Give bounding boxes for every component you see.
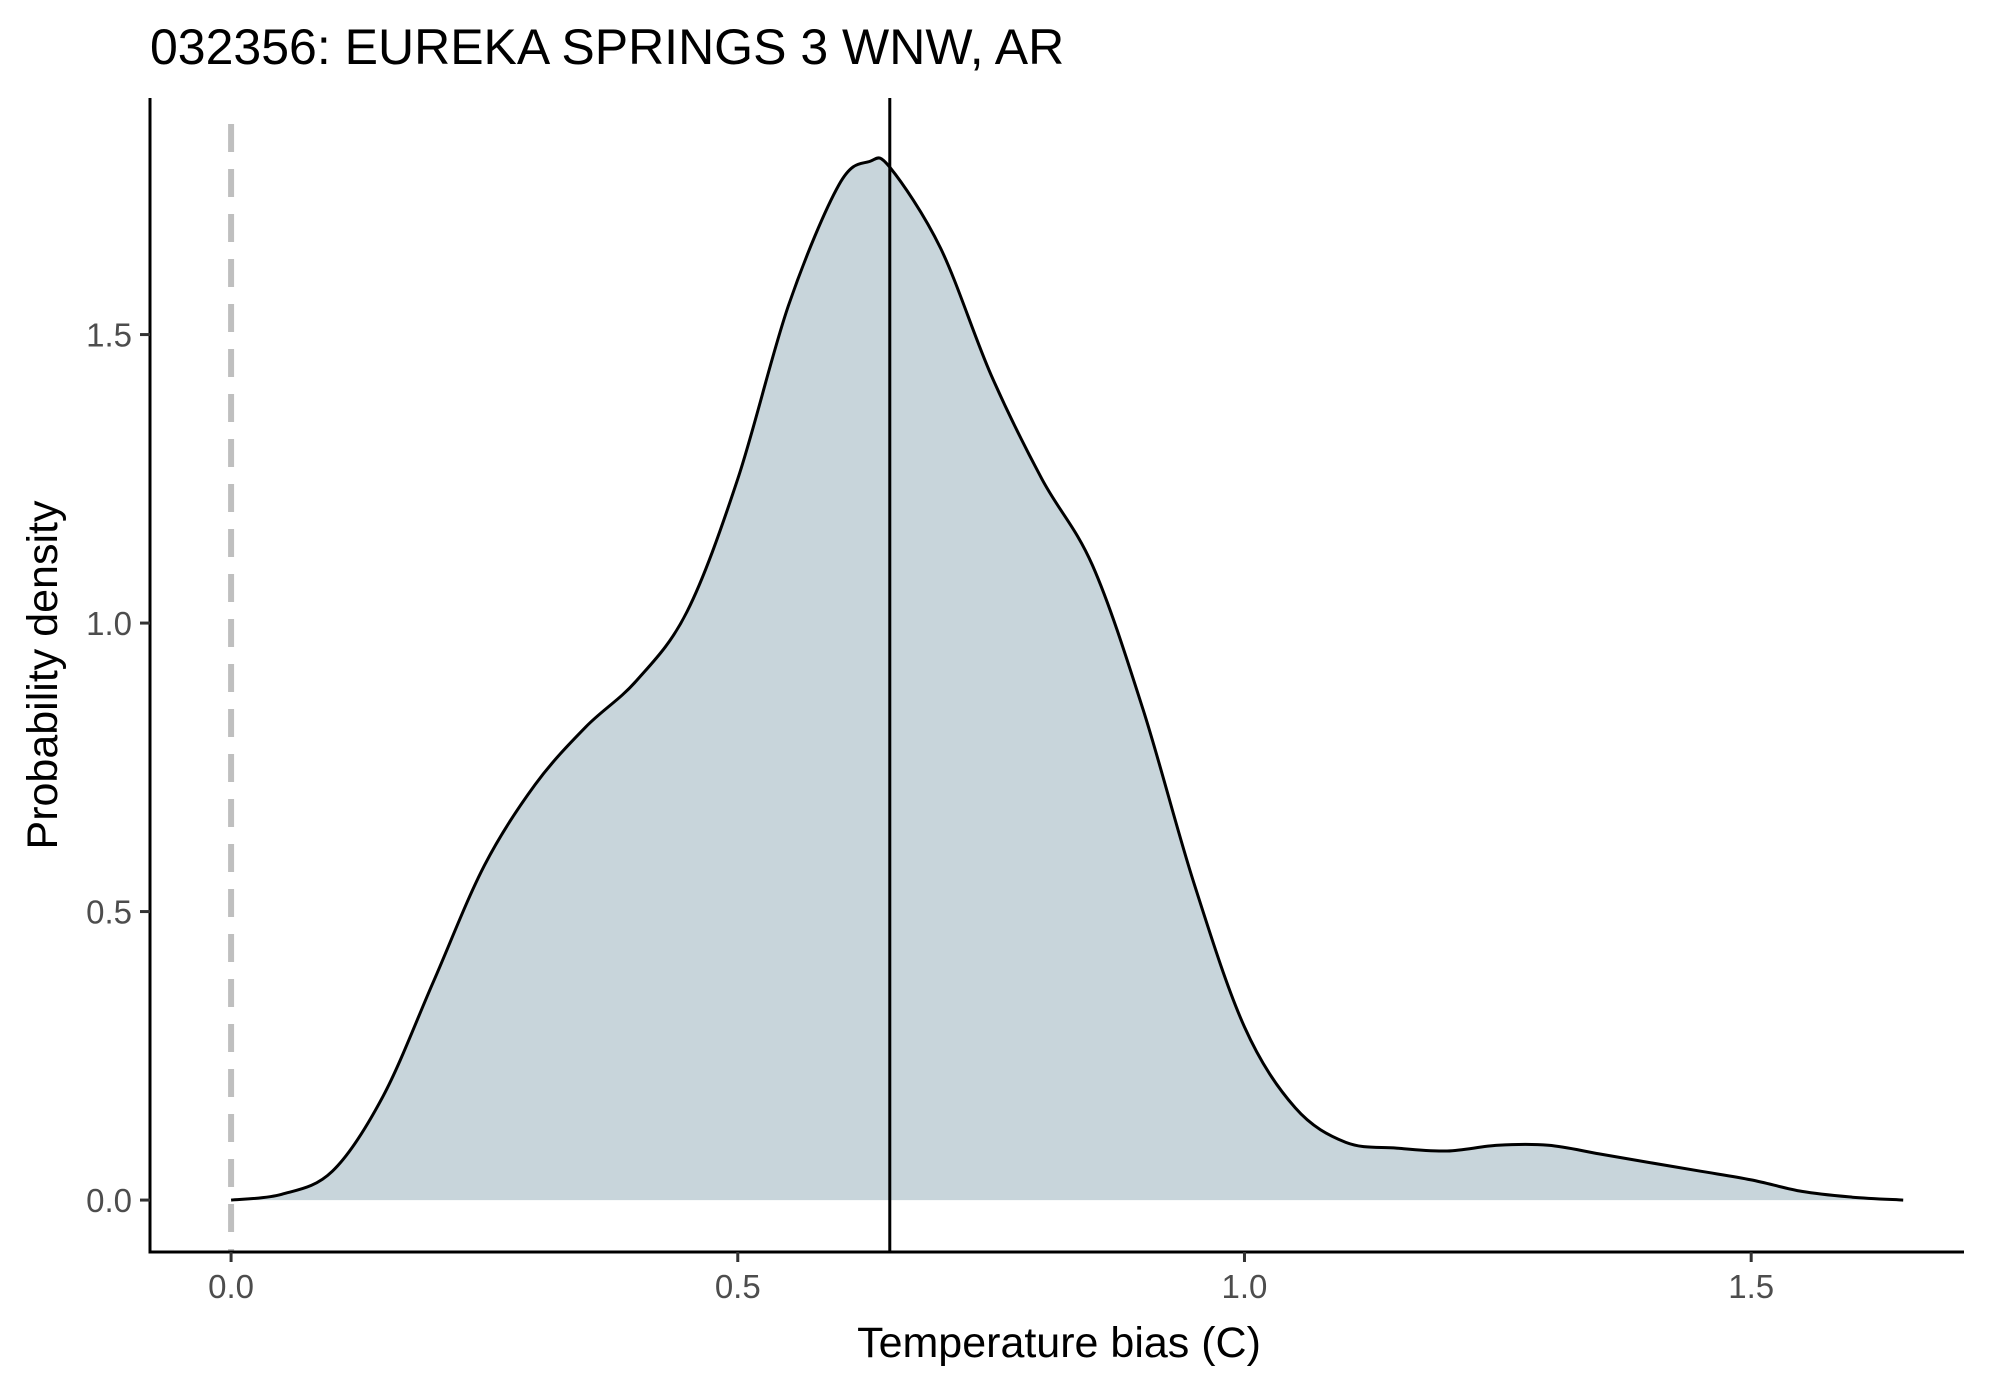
x-tick-label: 0.0 [208, 1268, 254, 1305]
plot-area [228, 98, 1904, 1252]
y-tick-label: 0.5 [86, 894, 132, 931]
y-axis-title: Probability density [19, 500, 67, 849]
y-tick-label: 0.0 [86, 1182, 132, 1219]
chart-title: 032356: EUREKA SPRINGS 3 WNW, AR [150, 19, 1064, 75]
density-line [230, 156, 1904, 1202]
x-tick-label: 0.5 [715, 1268, 761, 1305]
y-tick-label: 1.0 [86, 605, 132, 642]
x-tick-label: 1.5 [1728, 1268, 1774, 1305]
y-tick-label: 1.5 [86, 317, 132, 354]
axes: 0.0 0.5 1.0 1.5 0.0 0.5 1.0 1.5 [86, 98, 1964, 1305]
x-axis-title: Temperature bias (C) [857, 1319, 1261, 1367]
x-tick-label: 1.0 [1222, 1268, 1268, 1305]
density-area [231, 157, 1904, 1201]
